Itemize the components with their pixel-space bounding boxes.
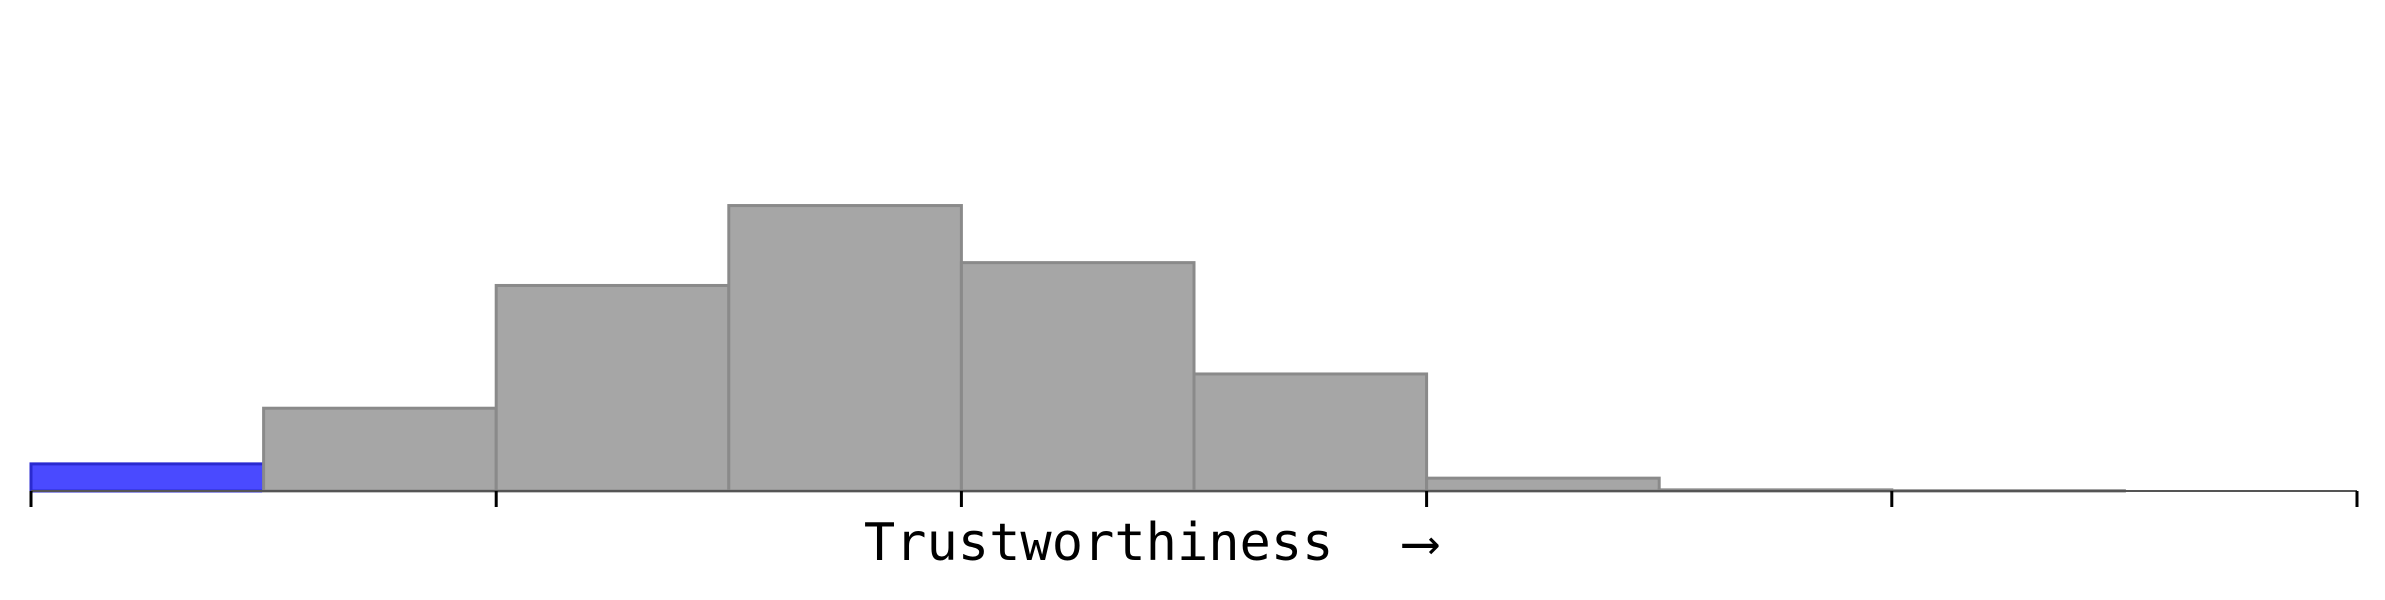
x-axis-ticks [29,491,2359,507]
histogram-bar-4 [727,204,963,493]
histogram-bar-2 [262,406,498,493]
histogram-bar-5 [959,261,1196,493]
x-axis-label-text: Trustworthiness [864,513,1334,573]
histogram-bars [29,204,2126,493]
histogram-bar-6 [1192,372,1429,493]
histogram-bar-3 [494,283,731,493]
x-axis-label: Trustworthiness ⟶ [864,513,1439,573]
histogram-bar-1 [29,462,266,493]
histogram-bar-7 [1425,476,1661,493]
x-axis-arrow-icon: ⟶ [1402,513,1439,573]
